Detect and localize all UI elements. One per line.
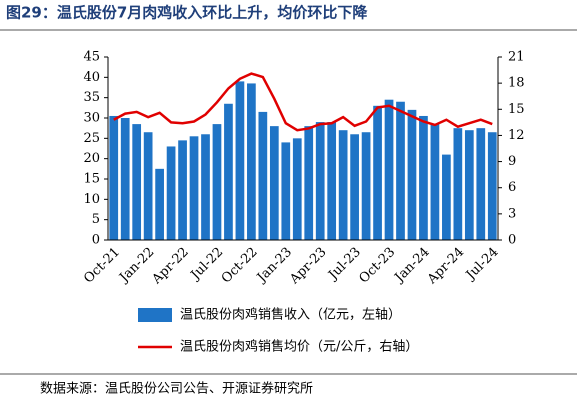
bar (143, 132, 153, 240)
chart-title: 图29：温氏股份7月肉鸡收入环比上升，均价环比下降 (6, 4, 368, 22)
x-tick-label: Jul-24 (462, 245, 501, 284)
y2-tick-label: 0 (508, 233, 516, 248)
bar (464, 130, 474, 240)
bar (155, 168, 164, 240)
x-tick-label: Jan-22 (116, 245, 158, 287)
bar (235, 81, 245, 241)
y2-tick-label: 15 (508, 102, 525, 117)
x-tick-label: Apr-22 (149, 245, 192, 288)
y-tick-label: 25 (83, 131, 100, 146)
bar (269, 126, 279, 240)
x-tick-label: Apr-23 (286, 245, 329, 288)
bar (166, 146, 176, 240)
y2-tick-label: 21 (508, 50, 525, 65)
bar (132, 124, 142, 240)
y2-tick-label: 9 (508, 154, 516, 169)
bar (407, 109, 417, 240)
bar (315, 122, 325, 240)
line (113, 72, 493, 132)
bar (453, 128, 463, 240)
bar (109, 115, 119, 240)
bar (338, 130, 348, 240)
bar (419, 115, 428, 240)
bar (384, 99, 394, 240)
legend-label: 温氏股份肉鸡销售均价（元/公斤，右轴） (180, 339, 418, 355)
y-tick-label: 35 (83, 90, 100, 105)
bar (396, 101, 405, 240)
source-note: 数据来源：温氏股份公司公告、开源证券研究所 (40, 381, 313, 397)
bar (189, 136, 199, 240)
bar (292, 138, 302, 240)
bar (247, 83, 256, 240)
bar (476, 128, 486, 240)
bar (224, 103, 233, 241)
bar (361, 132, 371, 240)
bar (373, 105, 382, 240)
bar (201, 134, 210, 240)
bar (327, 122, 337, 240)
y-tick-label: 45 (83, 50, 100, 65)
y2-tick-label: 3 (508, 206, 516, 221)
y-tick-label: 40 (83, 70, 100, 85)
bar (120, 118, 130, 240)
bar (304, 126, 314, 240)
bar (258, 111, 268, 241)
x-tick-label: Jan-24 (391, 245, 433, 287)
y2-tick-label: 6 (508, 180, 516, 195)
y2-tick-label: 18 (508, 76, 525, 91)
y-tick-label: 15 (83, 172, 100, 187)
y-tick-label: 5 (92, 212, 100, 227)
x-tick-label: Jan-23 (253, 245, 295, 287)
y-tick-label: 10 (83, 192, 100, 207)
y2-tick-label: 12 (508, 128, 525, 143)
bar (442, 154, 451, 240)
y-tick-label: 20 (83, 151, 100, 166)
y-tick-label: 0 (92, 233, 100, 248)
bar (430, 124, 440, 240)
x-tick-label: Oct-21 (81, 245, 123, 287)
bar (212, 124, 222, 240)
x-tick-label: Apr-24 (424, 245, 467, 288)
x-tick-label: Oct-23 (357, 245, 399, 287)
bar (350, 134, 359, 240)
bar (281, 142, 291, 240)
x-tick-label: Oct-22 (219, 245, 261, 287)
y-tick-label: 30 (83, 111, 100, 126)
bar (487, 132, 497, 240)
legend-swatch (138, 308, 172, 322)
legend-label: 温氏股份肉鸡销售收入（亿元，左轴） (180, 307, 401, 323)
bar (178, 140, 187, 240)
